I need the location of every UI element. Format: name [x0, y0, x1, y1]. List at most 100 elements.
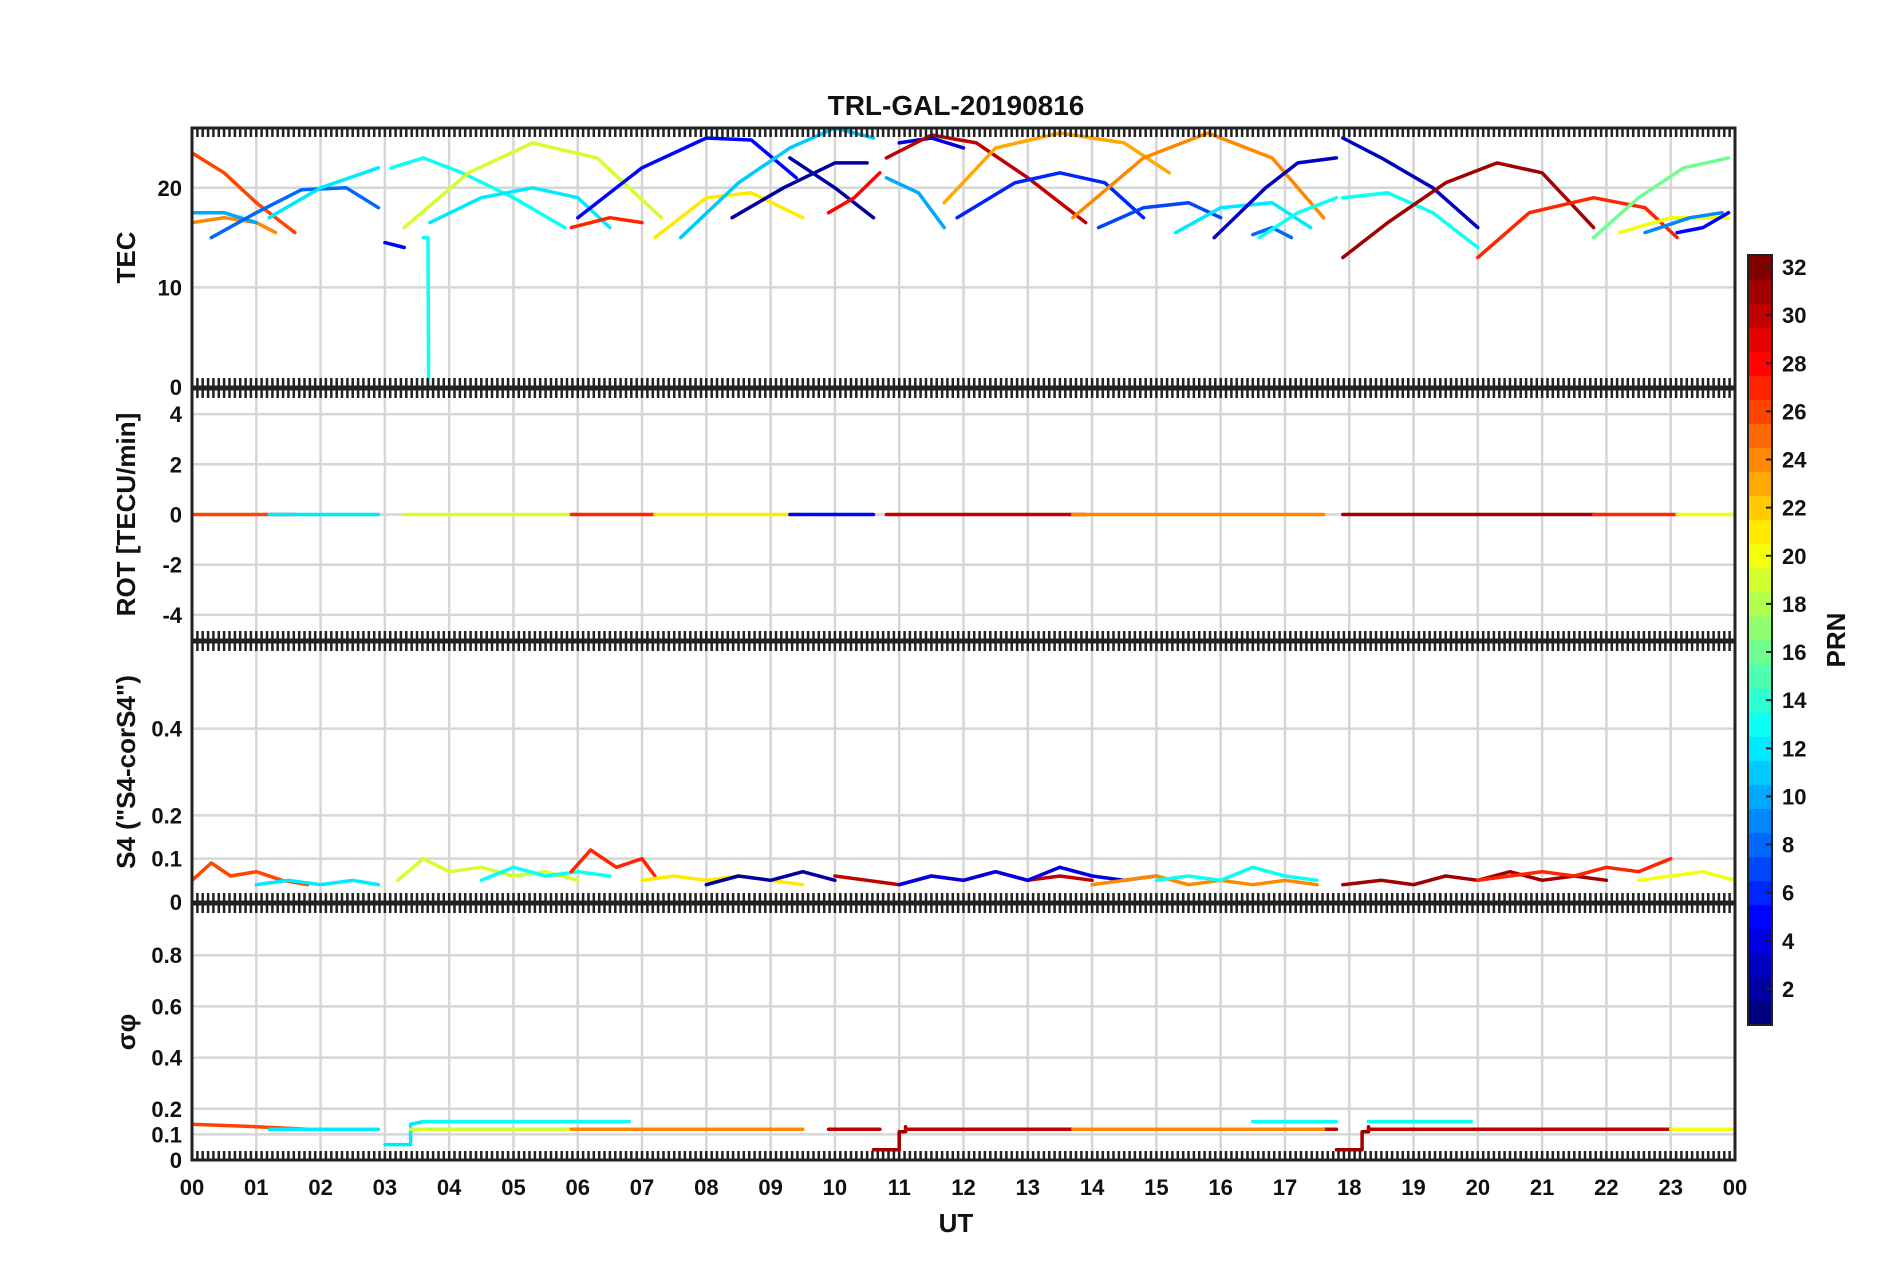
colorbar-segment — [1748, 567, 1772, 593]
series-line-prn-30 — [884, 133, 1088, 225]
series-line-prn-12 — [254, 878, 381, 887]
series-line-prn-20 — [1617, 215, 1731, 235]
series-line-prn-21 — [653, 191, 805, 240]
colorbar-tick-label: 4 — [1782, 929, 1795, 954]
colorbar-segment — [1748, 952, 1772, 978]
x-tick-label: 01 — [244, 1175, 268, 1200]
colorbar-segment — [1748, 327, 1772, 352]
x-tick-label: 06 — [566, 1175, 590, 1200]
series-line-prn-4 — [897, 865, 1159, 887]
x-tick-label: 05 — [501, 1175, 525, 1200]
x-tick-label: 12 — [951, 1175, 975, 1200]
x-tick-label: 02 — [308, 1175, 332, 1200]
colorbar-segment — [1748, 712, 1772, 737]
x-tick-label: 17 — [1273, 1175, 1297, 1200]
colorbar-tick-label: 30 — [1782, 303, 1806, 328]
y-tick-label: 0.2 — [151, 803, 182, 828]
y-axis-label: ROT [TECU/min] — [111, 413, 141, 617]
series-line-prn-13 — [1341, 191, 1480, 250]
panel-1: 0 10 20 TEC — [111, 126, 1737, 400]
colorbar-tick-label: 28 — [1782, 351, 1806, 376]
series-line-prn-21 — [640, 874, 805, 887]
series-line-prn-27 — [1476, 856, 1673, 883]
y-tick-label: 0.1 — [151, 1122, 182, 1147]
colorbar-segment — [1748, 423, 1772, 449]
y-tick-label: 0.6 — [151, 994, 182, 1019]
series-line-prn-13 — [479, 865, 612, 883]
x-tick-label: 19 — [1401, 1175, 1425, 1200]
series-line-prn-5 — [1675, 210, 1731, 235]
series-line-prn-3 — [1212, 156, 1339, 240]
series-line-prn-4 — [897, 136, 966, 150]
colorbar-segment — [1748, 519, 1772, 545]
chart-title: TRL-GAL-20190816 — [828, 90, 1085, 121]
colorbar-tick-label: 24 — [1782, 448, 1807, 473]
series-line-prn-11 — [678, 128, 876, 240]
series-line-prn-20 — [1636, 869, 1735, 883]
panel-2: -4 -2 0 2 4 ROT [TECU/min] — [111, 387, 1737, 642]
series-line-prn-5 — [576, 136, 799, 220]
colorbar-tick-label: 12 — [1782, 736, 1806, 761]
colorbar-tick-label: 16 — [1782, 640, 1806, 665]
plot-frame — [190, 640, 1737, 904]
colorbar-segment — [1748, 664, 1772, 689]
y-tick-label: 0 — [170, 1148, 182, 1173]
x-tick-label: 22 — [1594, 1175, 1618, 1200]
x-tick-label: 00 — [180, 1175, 204, 1200]
colorbar-segment — [1748, 615, 1772, 641]
colorbar-tick-label: 32 — [1782, 255, 1806, 280]
colorbar-tick-label: 8 — [1782, 833, 1794, 858]
x-tick-label: 11 — [888, 1175, 911, 1200]
colorbar-tick-label: 22 — [1782, 496, 1806, 521]
x-tick-label: 15 — [1144, 1175, 1168, 1200]
x-tick-label: 23 — [1658, 1175, 1682, 1200]
series-line-prn-6 — [955, 171, 1146, 220]
colorbar-segment — [1748, 1000, 1772, 1026]
y-axis-label: σφ — [111, 1014, 141, 1050]
y-tick-label: 2 — [170, 452, 182, 477]
series-line-prn-31 — [1341, 161, 1596, 260]
x-axis-label: UT — [939, 1208, 974, 1238]
y-tick-label: 0 — [170, 375, 182, 400]
y-tick-label: 0.2 — [151, 1097, 182, 1122]
series-line-prn-13 — [1257, 195, 1339, 240]
colorbar-label: PRN — [1821, 613, 1851, 668]
x-tick-label: 21 — [1530, 1175, 1554, 1200]
y-axis-label: TEC — [111, 231, 141, 283]
series-line-prn-27 — [569, 848, 657, 878]
plot-frame — [190, 902, 1737, 1162]
series-line-prn-5 — [383, 240, 406, 250]
x-tick-labels: 00 01 02 03 04 05 06 07 08 09 10 11 12 13 14 15 16 17 18 19… — [180, 1175, 1747, 1200]
series-line-prn-13 — [389, 156, 567, 230]
panel-4: 00.10.2 0.4 0.6 0.8 σφ — [111, 902, 1737, 1173]
y-tick-label: 4 — [170, 402, 183, 427]
x-tick-label: 16 — [1208, 1175, 1232, 1200]
x-tick-label: 08 — [694, 1175, 718, 1200]
series-line-prn-27 — [569, 215, 644, 230]
colorbar-segment — [1748, 856, 1772, 882]
series-line-prn-13 — [1154, 865, 1319, 883]
colorbar-tick-label: 26 — [1782, 399, 1806, 424]
series-line-prn-10 — [884, 176, 946, 230]
series-line-prn-9 — [1643, 210, 1724, 235]
panel-3: 0 0.1 0.2 0.4 S4 ("S4-corS4") — [111, 640, 1737, 915]
colorbar-segment — [1748, 808, 1772, 834]
colorbar-tick-label: 2 — [1782, 977, 1794, 1002]
x-tick-label: 20 — [1466, 1175, 1490, 1200]
plot-frame — [190, 126, 1737, 389]
series-line-prn-7 — [1096, 200, 1223, 230]
y-axis-label: S4 ("S4-corS4") — [111, 675, 141, 869]
colorbar-segment — [1748, 279, 1772, 304]
colorbar-segment — [1748, 375, 1772, 400]
colorbar-segment — [1748, 471, 1772, 497]
x-tick-label: 00 — [1723, 1175, 1747, 1200]
series-line-prn-24 — [1090, 874, 1319, 887]
colorbar-tick-label: 10 — [1782, 784, 1806, 809]
y-tick-label: 0 — [170, 890, 182, 915]
colorbar-tick-label: 18 — [1782, 592, 1806, 617]
series-line-prn-26 — [192, 151, 297, 235]
series-line-prn-2 — [788, 156, 876, 220]
